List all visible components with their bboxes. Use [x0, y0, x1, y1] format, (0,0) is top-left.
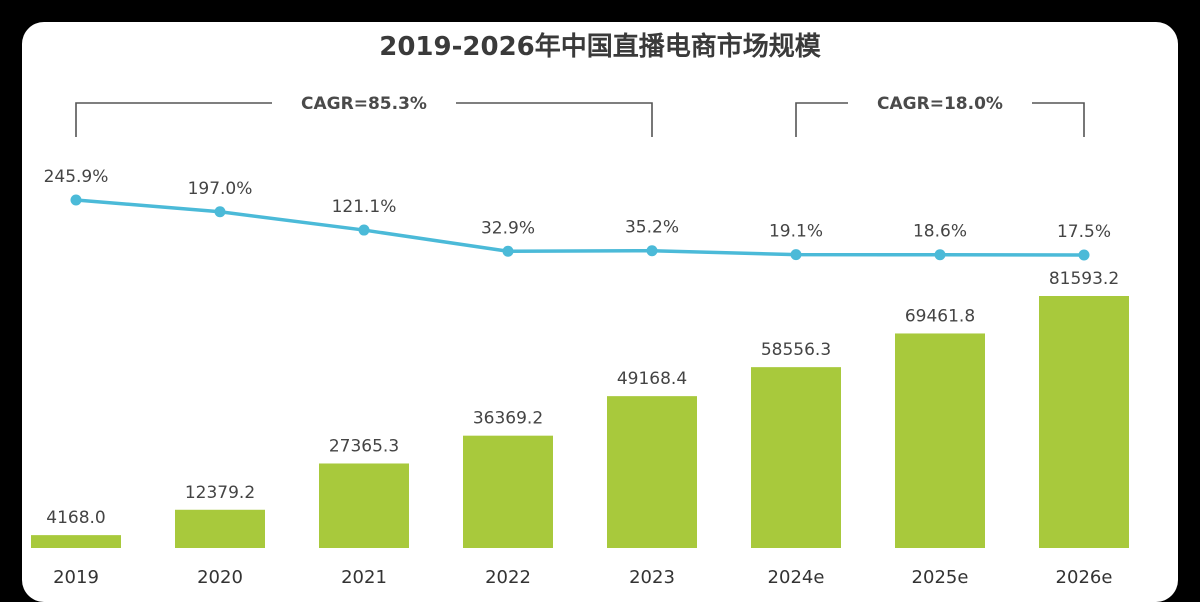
growth-rate-label-2022: 32.9% [481, 218, 535, 238]
growth-rate-label-2023: 35.2% [625, 218, 679, 238]
bar-value-label-2023: 49168.4 [617, 369, 687, 389]
bar-2024e [751, 367, 841, 548]
bar-value-label-2026e: 81593.2 [1049, 269, 1119, 289]
bar-value-labels: 4168.0 12379.2 27365.3 36369.2 49168.4 58556.… [46, 269, 1119, 528]
bar-2025e [895, 333, 985, 548]
x-tick-label-2026e: 2026e [1056, 567, 1113, 588]
x-axis-labels: 2019 2020 2021 2022 2023 2024e 2025e 2026e [53, 567, 1112, 588]
x-tick-label-2020: 2020 [197, 567, 243, 588]
cagr-brackets: CAGR=85.3% CAGR=18.0% [75, 94, 1085, 137]
bar-2020 [175, 509, 265, 548]
bar-value-label-2019: 4168.0 [46, 508, 105, 528]
growth-point-2022 [502, 245, 514, 257]
growth-rate-label-2025e: 18.6% [913, 222, 967, 242]
growth-point-2025e [934, 249, 946, 261]
x-tick-label-2024e: 2024e [768, 567, 825, 588]
bar-value-label-2022: 36369.2 [473, 409, 543, 429]
growth-point-2019 [70, 194, 82, 206]
bar-2022 [463, 435, 553, 548]
bar-value-label-2021: 27365.3 [329, 436, 399, 456]
chart-title: 2019-2026年中国直播电商市场规模 [379, 31, 822, 62]
bar-value-label-2025e: 69461.8 [905, 306, 975, 326]
x-tick-label-2023: 2023 [629, 567, 675, 588]
bar-2021 [319, 463, 409, 548]
growth-rate-labels: 245.9% 197.0% 121.1% 32.9% 35.2% 19.1% 18.6% 17… [44, 167, 1111, 242]
cagr-label-2: CAGR=18.0% [877, 94, 1003, 114]
growth-rate-label-2020: 197.0% [188, 179, 253, 199]
bar-2026e [1039, 296, 1129, 548]
growth-point-2023 [646, 245, 658, 257]
cagr-label-1: CAGR=85.3% [301, 94, 427, 114]
growth-rate-label-2024e: 19.1% [769, 222, 823, 242]
x-tick-label-2021: 2021 [341, 567, 387, 588]
growth-point-2020 [214, 206, 226, 218]
market-size-chart: 2019-2026年中国直播电商市场规模 CAGR=85.3% CAGR=18.0… [31, 31, 1129, 588]
growth-point-2024e [790, 249, 802, 261]
bar-2023 [607, 396, 697, 548]
bar-2019 [31, 535, 121, 548]
x-tick-label-2019: 2019 [53, 567, 99, 588]
growth-point-2026e [1078, 249, 1090, 261]
bar-value-label-2020: 12379.2 [185, 483, 255, 503]
x-tick-label-2022: 2022 [485, 567, 531, 588]
x-tick-label-2025e: 2025e [912, 567, 969, 588]
growth-rate-label-2021: 121.1% [332, 197, 397, 217]
cagr-bracket-1: CAGR=85.3% [75, 94, 653, 137]
bar-value-label-2024e: 58556.3 [761, 340, 831, 360]
cagr-bracket-2: CAGR=18.0% [795, 94, 1085, 137]
growth-rate-label-2019: 245.9% [44, 167, 109, 187]
bar-series [31, 296, 1129, 548]
chart-card: 2019-2026年中国直播电商市场规模 CAGR=85.3% CAGR=18.0… [22, 22, 1178, 602]
growth-line-series [70, 194, 1090, 261]
growth-line [75, 198, 1085, 257]
growth-rate-label-2026e: 17.5% [1057, 222, 1111, 242]
growth-point-2021 [358, 224, 370, 236]
